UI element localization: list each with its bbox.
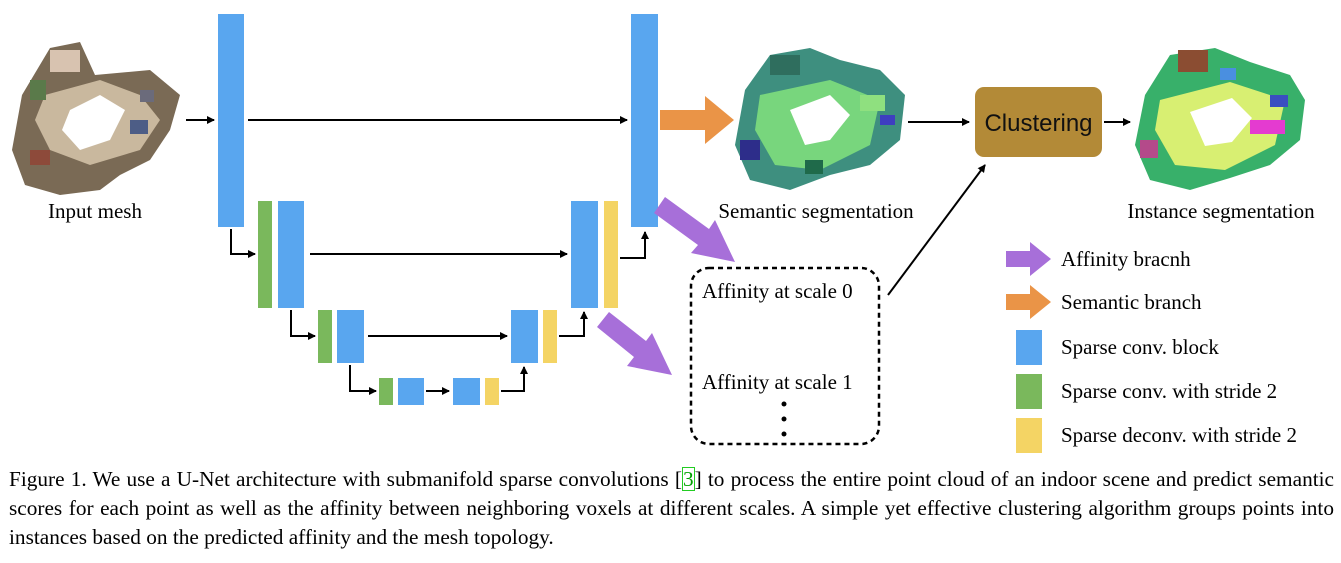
connectors: [186, 116, 1131, 395]
legend-label-deconv: Sparse deconv. with stride 2: [1061, 423, 1297, 447]
affinity-scale-0-label: Affinity at scale 0: [702, 279, 853, 303]
caption-text-start: Figure 1. We use a U-Net architecture wi…: [9, 467, 682, 491]
conv-block-dec-3: [453, 378, 480, 405]
affinity-scale-1-label: Affinity at scale 1: [702, 370, 853, 394]
clustering-label: Clustering: [984, 110, 1092, 137]
caption-text-end: ] to process the entire point cloud of a…: [9, 467, 1335, 549]
instance-segmentation-image: [1135, 48, 1305, 190]
input-mesh-image: [12, 42, 180, 195]
conv-block-level-1: [278, 201, 304, 308]
affinity-branch-arrow-scale-0: [654, 197, 735, 262]
legend-blue-square-icon: [1016, 330, 1042, 365]
conv-block-level-2: [337, 310, 364, 363]
architecture-diagram: Clustering Affinity at scale 0 Affinity …: [12, 14, 1315, 453]
deconv-level-1: [604, 201, 618, 308]
legend-label-affinity: Affinity bracnh: [1061, 247, 1191, 271]
clustering-box: [975, 87, 1102, 157]
conv-block-dec-2: [511, 310, 538, 363]
deconv-level-2: [543, 310, 557, 363]
legend-label-semantic: Semantic branch: [1061, 290, 1202, 314]
legend-green-square-icon: [1016, 374, 1042, 409]
ellipsis-dots: [781, 401, 787, 437]
legend-yellow-square-icon: [1016, 418, 1042, 453]
unet-decoder: [453, 14, 658, 405]
legend-label-conv-block: Sparse conv. block: [1061, 335, 1219, 359]
semantic-segmentation-label: Semantic segmentation: [718, 199, 914, 223]
conv-block-dec-1: [571, 201, 598, 308]
legend-purple-arrow-icon: [1006, 242, 1051, 276]
stride-conv-level-3: [379, 378, 393, 405]
affinity-box: [689, 266, 881, 446]
semantic-segmentation-image: [735, 48, 905, 190]
legend-orange-arrow-icon: [1006, 285, 1051, 319]
citation-link[interactable]: 3: [681, 467, 695, 491]
affinity-branch-arrow-scale-1: [597, 312, 672, 375]
figure-caption: Figure 1. We use a U-Net architecture wi…: [9, 465, 1334, 552]
legend-label-stride-conv: Sparse conv. with stride 2: [1061, 379, 1277, 403]
instance-segmentation-label: Instance segmentation: [1127, 199, 1315, 223]
conv-block-dec-0: [631, 14, 658, 227]
conv-block-level-3: [398, 378, 424, 405]
conv-block-level-0: [218, 14, 244, 227]
input-mesh-label: Input mesh: [48, 199, 142, 223]
semantic-branch-arrow: [660, 96, 734, 144]
unet-encoder: [218, 14, 424, 405]
deconv-level-3: [485, 378, 499, 405]
stride-conv-level-1: [258, 201, 272, 308]
legend: Affinity bracnh Semantic branch Sparse c…: [1006, 242, 1297, 453]
stride-conv-level-2: [318, 310, 332, 363]
